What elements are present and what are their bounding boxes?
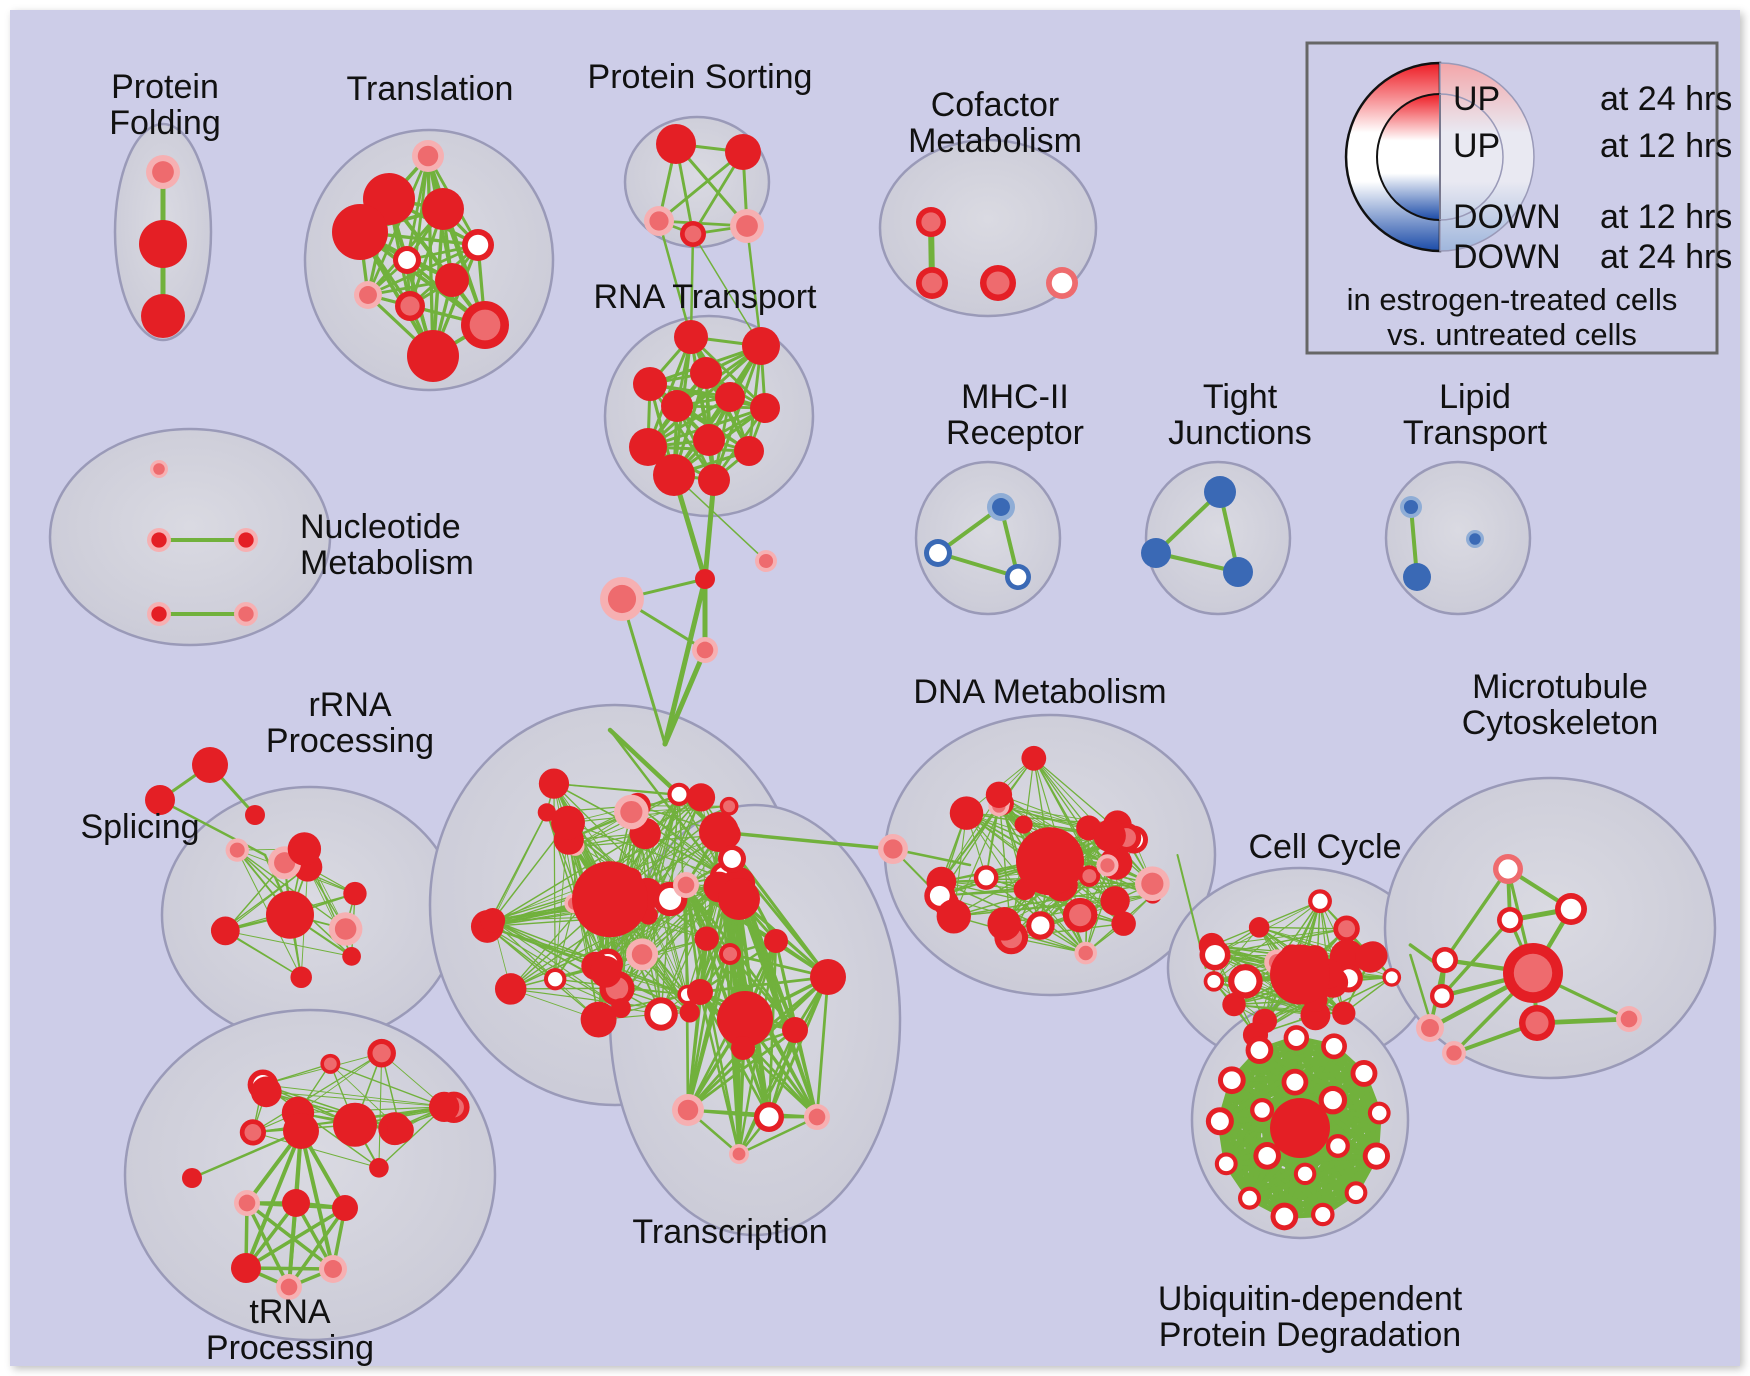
svg-text:at 24 hrs: at 24 hrs (1600, 238, 1732, 276)
svg-text:at 24 hrs: at 24 hrs (1600, 80, 1732, 118)
svg-text:at 12 hrs: at 12 hrs (1600, 127, 1732, 165)
svg-text:UP: UP (1453, 127, 1500, 165)
svg-text:DOWN: DOWN (1453, 238, 1561, 276)
svg-text:at 12 hrs: at 12 hrs (1600, 198, 1732, 236)
svg-text:DOWN: DOWN (1453, 198, 1561, 236)
svg-text:in estrogen-treated cells: in estrogen-treated cells (1347, 282, 1678, 317)
svg-text:vs. untreated cells: vs. untreated cells (1387, 317, 1637, 352)
svg-text:UP: UP (1453, 80, 1500, 118)
